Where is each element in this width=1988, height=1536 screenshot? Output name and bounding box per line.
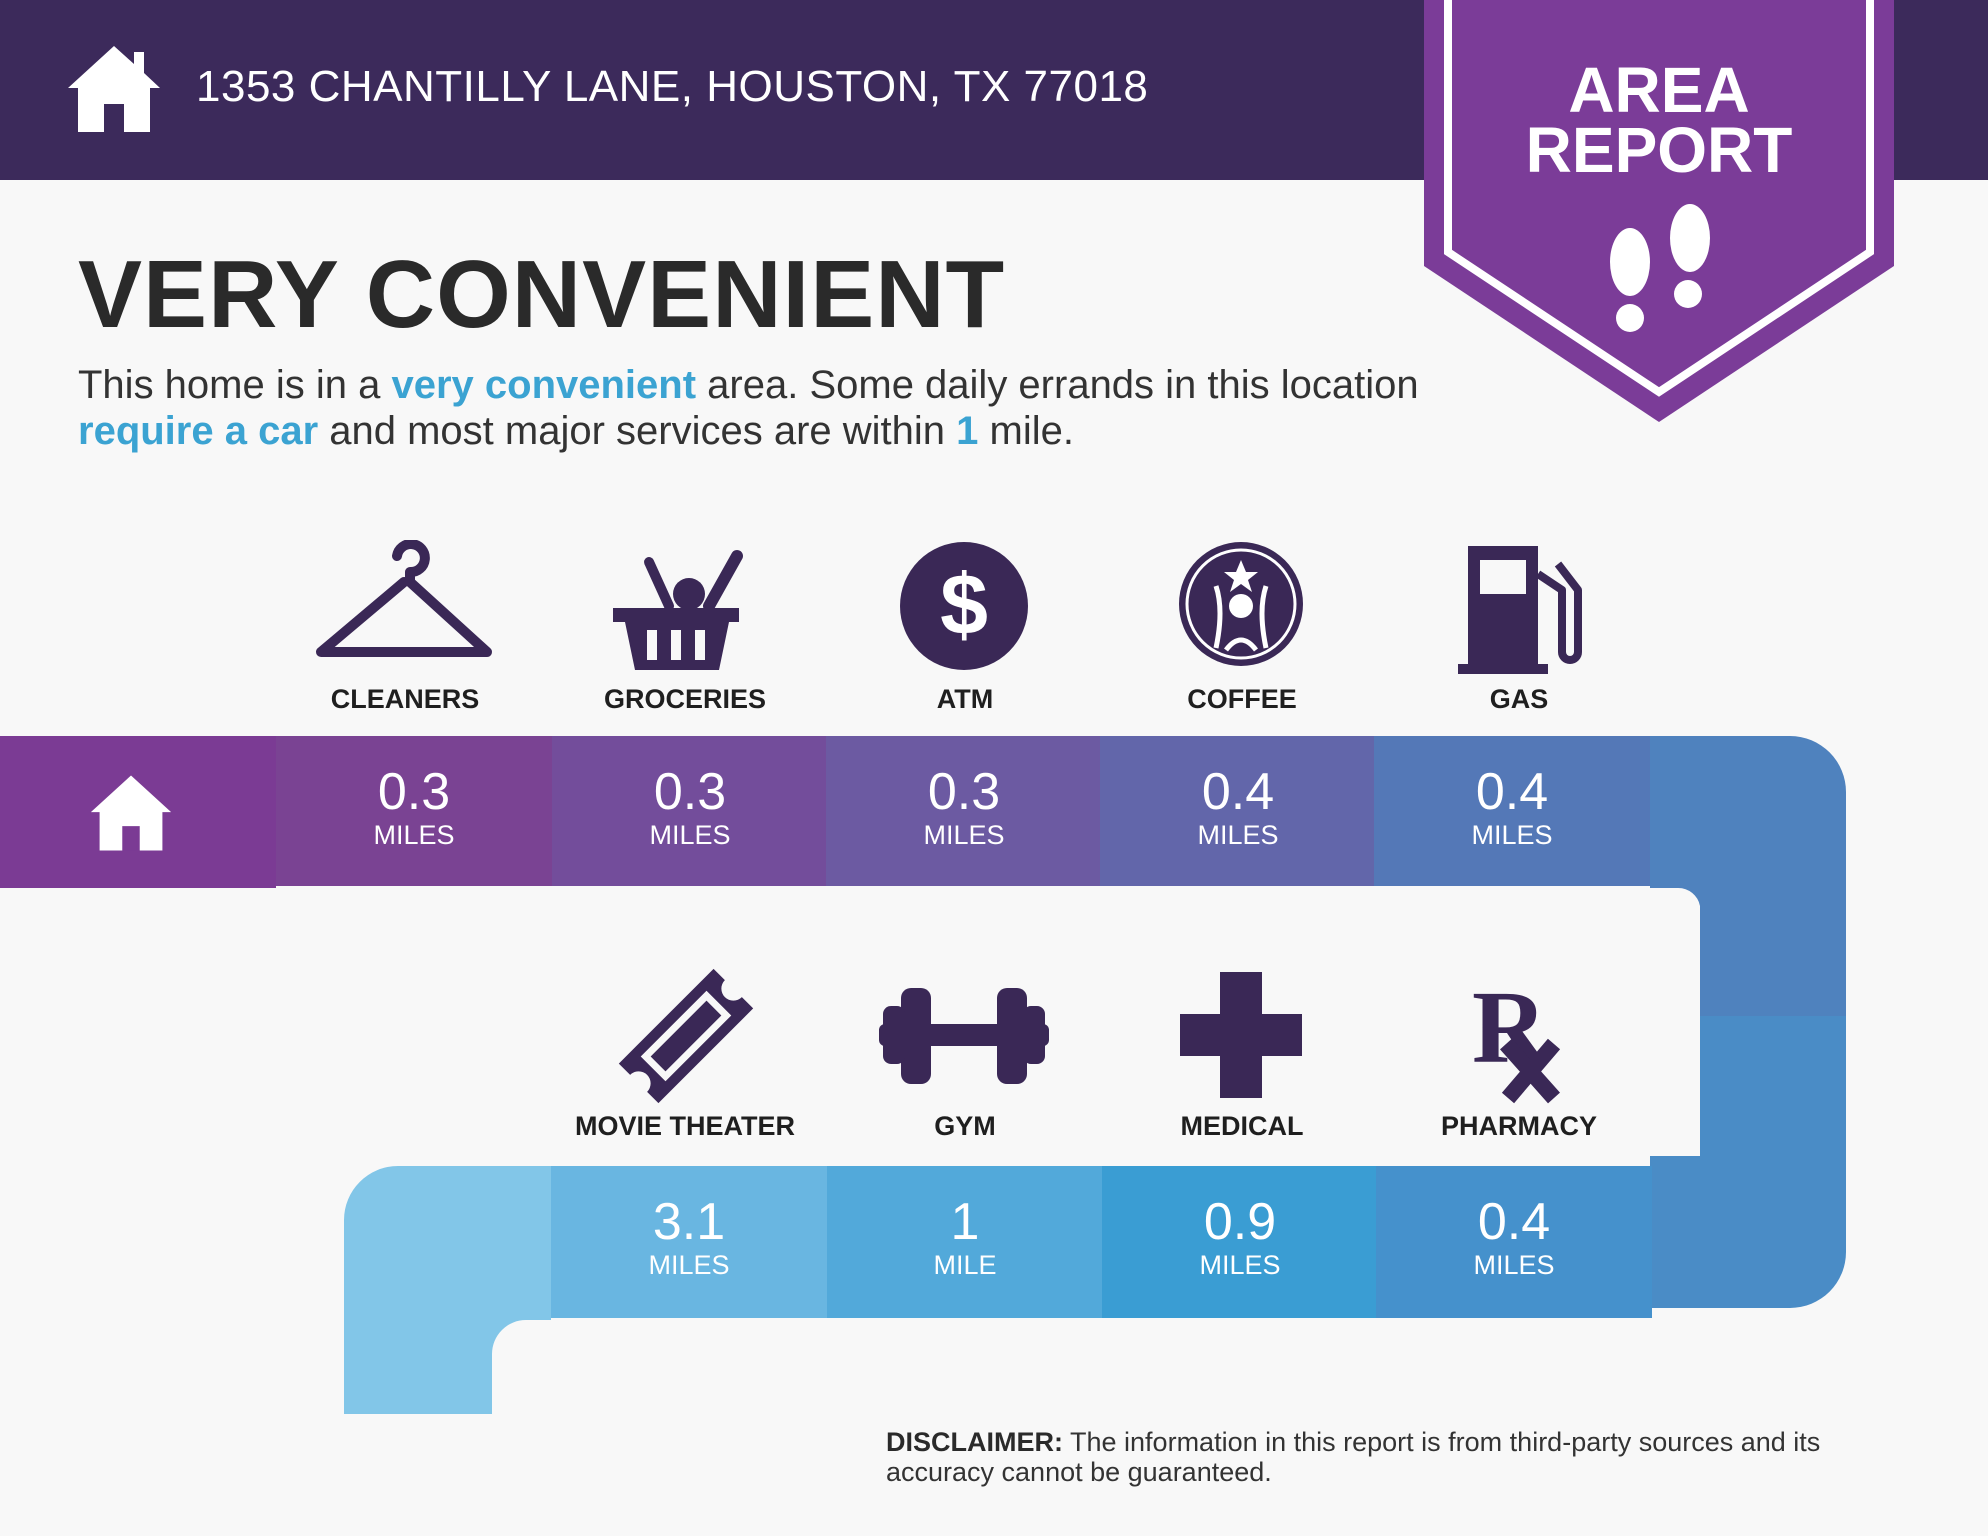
basket-icon (613, 550, 743, 670)
distance-cell-atm: 0.3 MILES (826, 736, 1102, 886)
category-label-gym: GYM (934, 1111, 996, 1141)
category-label-coffee: COFFEE (1187, 684, 1297, 714)
area-report-badge (1424, 0, 1894, 422)
dumbbell-icon (879, 988, 1049, 1084)
home-icon (68, 46, 160, 132)
distance-value: 0.4 (1201, 763, 1275, 821)
distance-cell-movie-theater: 3.1 MILES (551, 1166, 827, 1318)
distance-unit: MILES (1473, 1250, 1555, 1280)
hanger-icon (316, 540, 492, 657)
distance-value: 1 (950, 1193, 980, 1251)
distance-value: 0.9 (1203, 1193, 1277, 1251)
category-label-cleaners: CLEANERS (330, 684, 480, 714)
page-title: VERY CONVENIENT (78, 241, 1006, 348)
distance-unit: MILES (923, 820, 1005, 850)
distance-cell-groceries: 0.3 MILES (552, 736, 828, 886)
distance-unit: MILES (1199, 1250, 1281, 1280)
desc-text: area. Some daily errands in this locatio… (696, 363, 1419, 407)
category-label-medical: MEDICAL (1180, 1111, 1304, 1141)
distance-unit: MILE (933, 1250, 997, 1280)
route-path (0, 736, 1846, 1414)
description: This home is in a very convenient area. … (78, 362, 1438, 454)
distance-unit: MILES (648, 1250, 730, 1280)
distance-value: 0.3 (653, 763, 727, 821)
distance-value: 3.1 (652, 1193, 726, 1251)
address: 1353 CHANTILLY LANE, HOUSTON, TX 77018 (196, 62, 1149, 111)
desc-highlight: 1 (956, 409, 979, 453)
disclaimer: DISCLAIMER: The information in this repo… (886, 1427, 1926, 1487)
gas-pump-icon (1458, 546, 1582, 674)
disclaimer-text: The information in this report is from t… (886, 1427, 1821, 1487)
medical-cross-icon (1180, 972, 1302, 1098)
category-label-pharmacy: PHARMACY (1440, 1111, 1597, 1141)
distance-cell-cleaners: 0.3 MILES (276, 736, 552, 886)
category-label-groceries: GROCERIES (603, 684, 767, 714)
distance-value: 0.4 (1475, 763, 1549, 821)
ticket-icon (618, 968, 754, 1104)
distance-value: 0.3 (927, 763, 1001, 821)
svg-text:$: $ (940, 557, 988, 653)
distance-cell-gym: 1 MILE (827, 1166, 1103, 1318)
footprints-icon (1610, 204, 1710, 332)
distance-unit: MILES (1197, 820, 1279, 850)
distance-value: 0.4 (1477, 1193, 1551, 1251)
badge-line1: AREA (1568, 54, 1750, 126)
distance-cell-medical: 0.9 MILES (1102, 1166, 1378, 1318)
disclaimer-label: DISCLAIMER: (886, 1427, 1063, 1457)
distance-cell-gas: 0.4 MILES (1374, 736, 1650, 886)
distance-cell-coffee: 0.4 MILES (1100, 736, 1376, 886)
desc-highlight: require a car (78, 409, 319, 453)
desc-highlight: very convenient (391, 363, 697, 407)
desc-text: and most major services are within (318, 409, 957, 453)
category-label-atm: ATM (936, 684, 994, 714)
category-label-movie-theater: MOVIE THEATER (574, 1111, 795, 1141)
coffee-logo-icon (1179, 542, 1303, 666)
desc-text: This home is in a (78, 363, 392, 407)
category-label-gas: GAS (1489, 684, 1549, 714)
distance-unit: MILES (1471, 820, 1553, 850)
rx-icon: R (1472, 970, 1561, 1104)
badge-line2: REPORT (1525, 114, 1793, 186)
distance-value: 0.3 (377, 763, 451, 821)
desc-text: mile. (978, 409, 1074, 453)
dollar-icon: $ (900, 542, 1028, 670)
distance-cell-pharmacy: 0.4 MILES (1376, 1166, 1652, 1318)
distance-unit: MILES (649, 820, 731, 850)
home-icon (90, 775, 172, 851)
distance-unit: MILES (373, 820, 455, 850)
badge-title: AREA REPORT (1424, 54, 1894, 186)
